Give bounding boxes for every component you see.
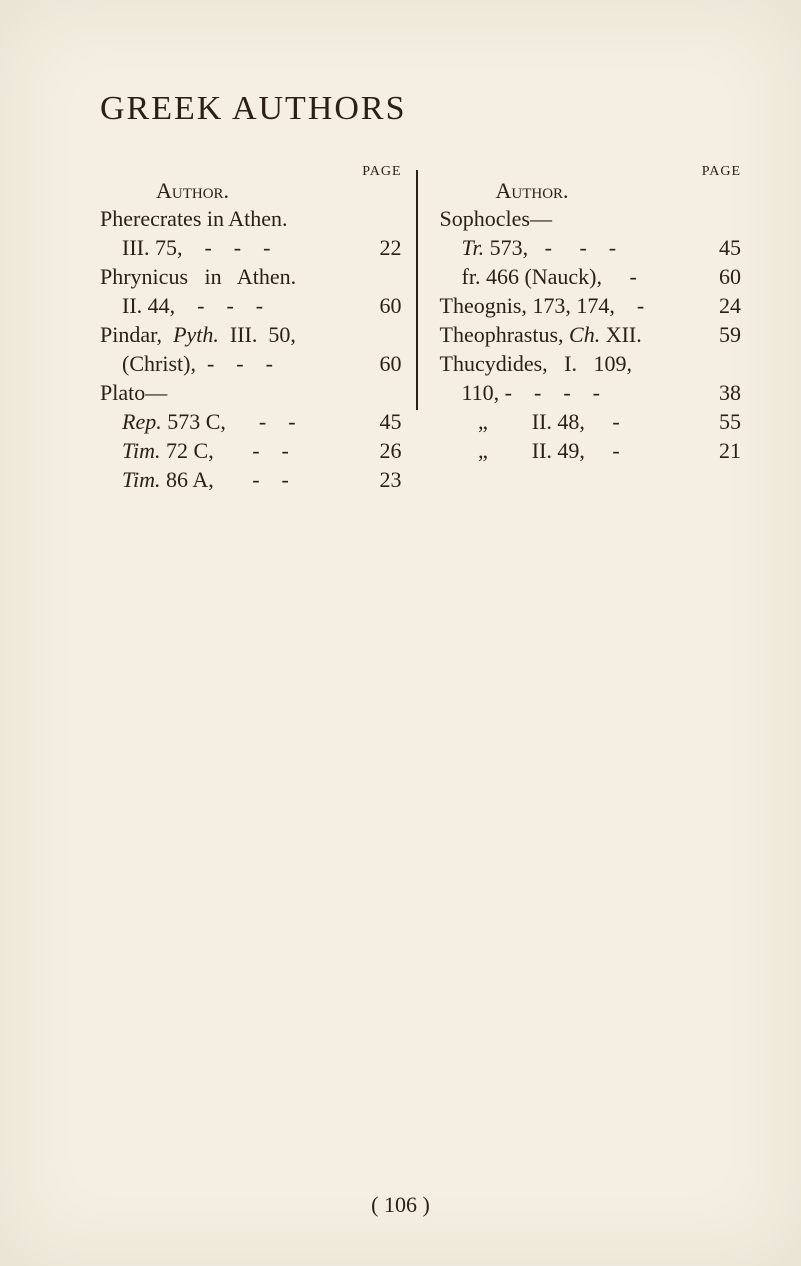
entry-text: III. 75, - - -: [100, 233, 270, 262]
page-number-footer: ( 106 ): [0, 1192, 801, 1218]
entry-page-number: 24: [695, 291, 741, 320]
entry-text: Tr. 573, - - -: [440, 233, 617, 262]
index-entry: II. 44, - - - 60: [100, 291, 402, 320]
index-entry: Plato—: [100, 378, 402, 407]
page: GREEK AUTHORS PAGE Author. Pherecrates i…: [0, 0, 801, 1266]
entry-work-title: Pyth.: [173, 322, 219, 347]
index-entry: „ II. 48, - 55: [440, 407, 742, 436]
index-entry: Sophocles—: [440, 204, 742, 233]
entry-page-number: 59: [695, 320, 741, 349]
left-column: PAGE Author. Pherecrates in Athen. III. …: [100, 164, 416, 494]
entry-text: (Christ), - - -: [100, 349, 273, 378]
entry-text: Tim. 72 C, - -: [100, 436, 289, 465]
entry-text: Thucydides, I. 109,: [440, 349, 632, 378]
page-label-right: PAGE: [702, 164, 741, 180]
entry-page-number: 45: [695, 233, 741, 262]
author-label-right: Author.: [496, 178, 742, 204]
entry-text: „ II. 49, -: [440, 436, 620, 465]
index-entry: Theognis, 173, 174, - 24: [440, 291, 742, 320]
entry-page-number: 21: [695, 436, 741, 465]
entry-text: Sophocles—: [440, 204, 552, 233]
index-entry: Pindar, Pyth. III. 50,: [100, 320, 402, 349]
index-entry: „ II. 49, - 21: [440, 436, 742, 465]
index-entry: (Christ), - - - 60: [100, 349, 402, 378]
page-label-left: PAGE: [362, 164, 401, 180]
entry-work-title: Tr.: [462, 235, 485, 260]
index-entry: Tim. 72 C, - - 26: [100, 436, 402, 465]
entry-page-number: 26: [356, 436, 402, 465]
entry-page-number: 55: [695, 407, 741, 436]
entry-page-number: 60: [356, 349, 402, 378]
index-columns: PAGE Author. Pherecrates in Athen. III. …: [100, 164, 741, 494]
right-entries: Sophocles— Tr. 573, - - - 45 fr. 466 (Nau…: [440, 204, 742, 465]
entry-page-number: 60: [356, 291, 402, 320]
author-label-left: Author.: [156, 178, 402, 204]
index-entry: Thucydides, I. 109,: [440, 349, 742, 378]
index-entry: Rep. 573 C, - - 45: [100, 407, 402, 436]
index-entry: Tr. 573, - - - 45: [440, 233, 742, 262]
entry-work-title: Tim.: [122, 438, 161, 463]
entry-text: Theophrastus, Ch. XII.: [440, 320, 642, 349]
entry-text: Tim. 86 A, - -: [100, 465, 289, 494]
entry-text: Phrynicus in Athen.: [100, 262, 296, 291]
index-entry: Tim. 86 A, - - 23: [100, 465, 402, 494]
entry-text: Pindar, Pyth. III. 50,: [100, 320, 296, 349]
page-title: GREEK AUTHORS: [100, 90, 741, 128]
entry-page-number: 38: [695, 378, 741, 407]
entry-text: „ II. 48, -: [440, 407, 620, 436]
entry-text: Rep. 573 C, - -: [100, 407, 296, 436]
entry-work-title: Tim.: [122, 467, 161, 492]
index-entry: Pherecrates in Athen.: [100, 204, 402, 233]
entry-page-number: 45: [356, 407, 402, 436]
entry-text: 110, - - - -: [440, 378, 601, 407]
entry-text: fr. 466 (Nauck), -: [440, 262, 637, 291]
index-entry: 110, - - - - 38: [440, 378, 742, 407]
entry-text: Pherecrates in Athen.: [100, 204, 288, 233]
entry-work-title: Ch.: [569, 322, 600, 347]
index-entry: Theophrastus, Ch. XII. 59: [440, 320, 742, 349]
index-entry: III. 75, - - - 22: [100, 233, 402, 262]
entry-text: Theognis, 173, 174, -: [440, 291, 645, 320]
entry-page-number: 23: [356, 465, 402, 494]
index-entry: fr. 466 (Nauck), - 60: [440, 262, 742, 291]
entry-text: Plato—: [100, 378, 167, 407]
right-column: PAGE Author. Sophocles— Tr. 573, - - - 45…: [418, 164, 742, 494]
entry-work-title: Rep.: [122, 409, 162, 434]
entry-text: II. 44, - - -: [100, 291, 263, 320]
entry-page-number: 22: [356, 233, 402, 262]
left-entries: Pherecrates in Athen. III. 75, - - - 22 Ph…: [100, 204, 402, 494]
entry-page-number: 60: [695, 262, 741, 291]
index-entry: Phrynicus in Athen.: [100, 262, 402, 291]
